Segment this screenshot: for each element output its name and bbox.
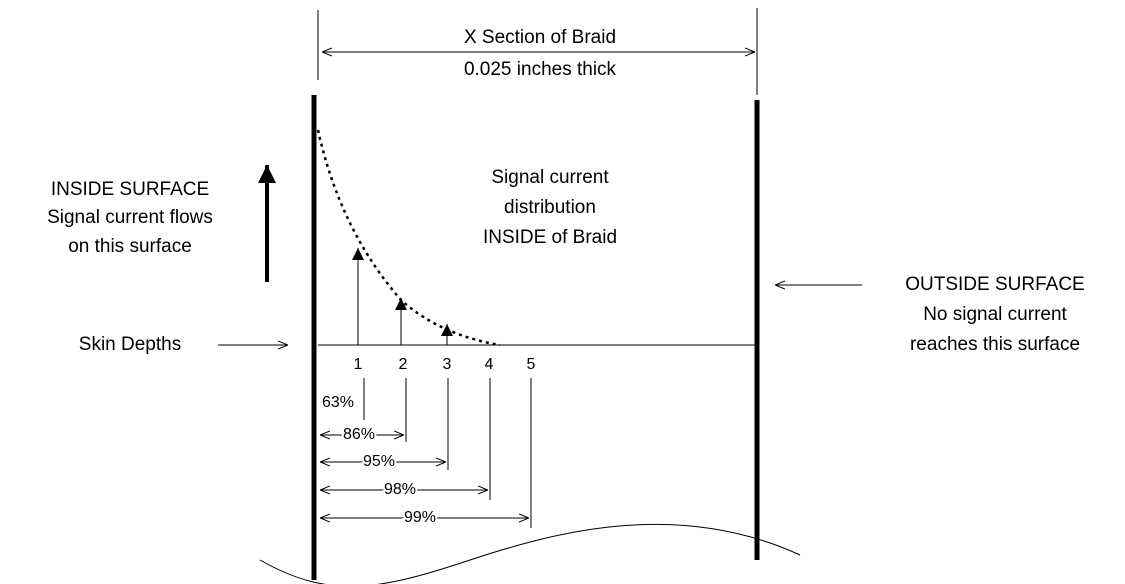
inside-label: on this surface <box>68 236 192 257</box>
percent-label: 98% <box>384 481 416 498</box>
distribution-label: Signal current <box>491 167 609 188</box>
inside-label: INSIDE SURFACE <box>51 179 209 200</box>
distribution-label: INSIDE of Braid <box>483 227 617 248</box>
percent-label: 95% <box>363 453 395 470</box>
depth-label: 3 <box>443 356 452 373</box>
inside-label: Signal current flows <box>47 207 213 228</box>
break-line <box>259 523 801 584</box>
distribution-label: distribution <box>504 197 596 218</box>
depth-label: 1 <box>354 356 363 373</box>
percent-label: 63% <box>322 394 354 411</box>
outside-label: No signal current <box>923 304 1067 325</box>
depth-label: 5 <box>527 356 536 373</box>
decay-curve <box>316 129 501 347</box>
title: X Section of Braid <box>464 27 616 48</box>
percent-label: 99% <box>404 509 436 526</box>
percent-label: 86% <box>343 426 375 443</box>
outside-label: reaches this surface <box>910 334 1080 355</box>
depth-label: 4 <box>485 356 494 373</box>
depth-label: 2 <box>399 356 408 373</box>
title: 0.025 inches thick <box>464 59 617 80</box>
outside-label: OUTSIDE SURFACE <box>905 274 1084 295</box>
skin-depths-label: Skin Depths <box>79 334 181 355</box>
layout-lines <box>218 8 862 584</box>
